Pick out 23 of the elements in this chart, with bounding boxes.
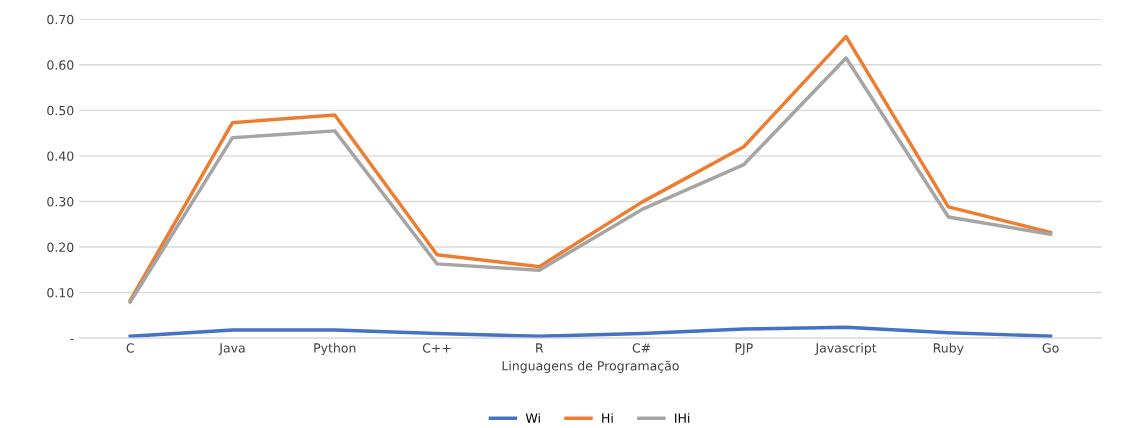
legend-label: Wi [525,413,540,423]
y-tick-label: 0.40 [47,151,74,161]
line-series [128,325,1053,339]
y-tick-label: 0.10 [47,288,74,298]
x-tick-label: Javascript [814,342,877,356]
x-tick-label: R [536,343,544,353]
y-tick-label: 0.60 [47,60,74,70]
y-tick-label: 0.30 [47,196,74,207]
y-tick-label: 0.50 [47,105,74,116]
x-tick-label: Java [218,343,245,355]
x-tick-label: PJP [735,343,753,355]
x-tick-label: C [126,343,134,353]
x-tick-label: Go [1042,343,1059,353]
x-tick-label: Python [314,342,356,356]
legend-label: Hi [602,413,613,423]
y-tick-label: 0.20 [47,242,74,252]
x-axis-title: Linguagens de Programação [502,360,679,373]
x-tick-label: Ruby [933,342,964,356]
x-tick-label: C++ [422,343,451,353]
legend-label: IHi [675,413,690,423]
y-tick-label: - [70,338,74,340]
y-tick-label: 0.70 [47,14,74,25]
x-tick-label: C# [632,343,651,353]
